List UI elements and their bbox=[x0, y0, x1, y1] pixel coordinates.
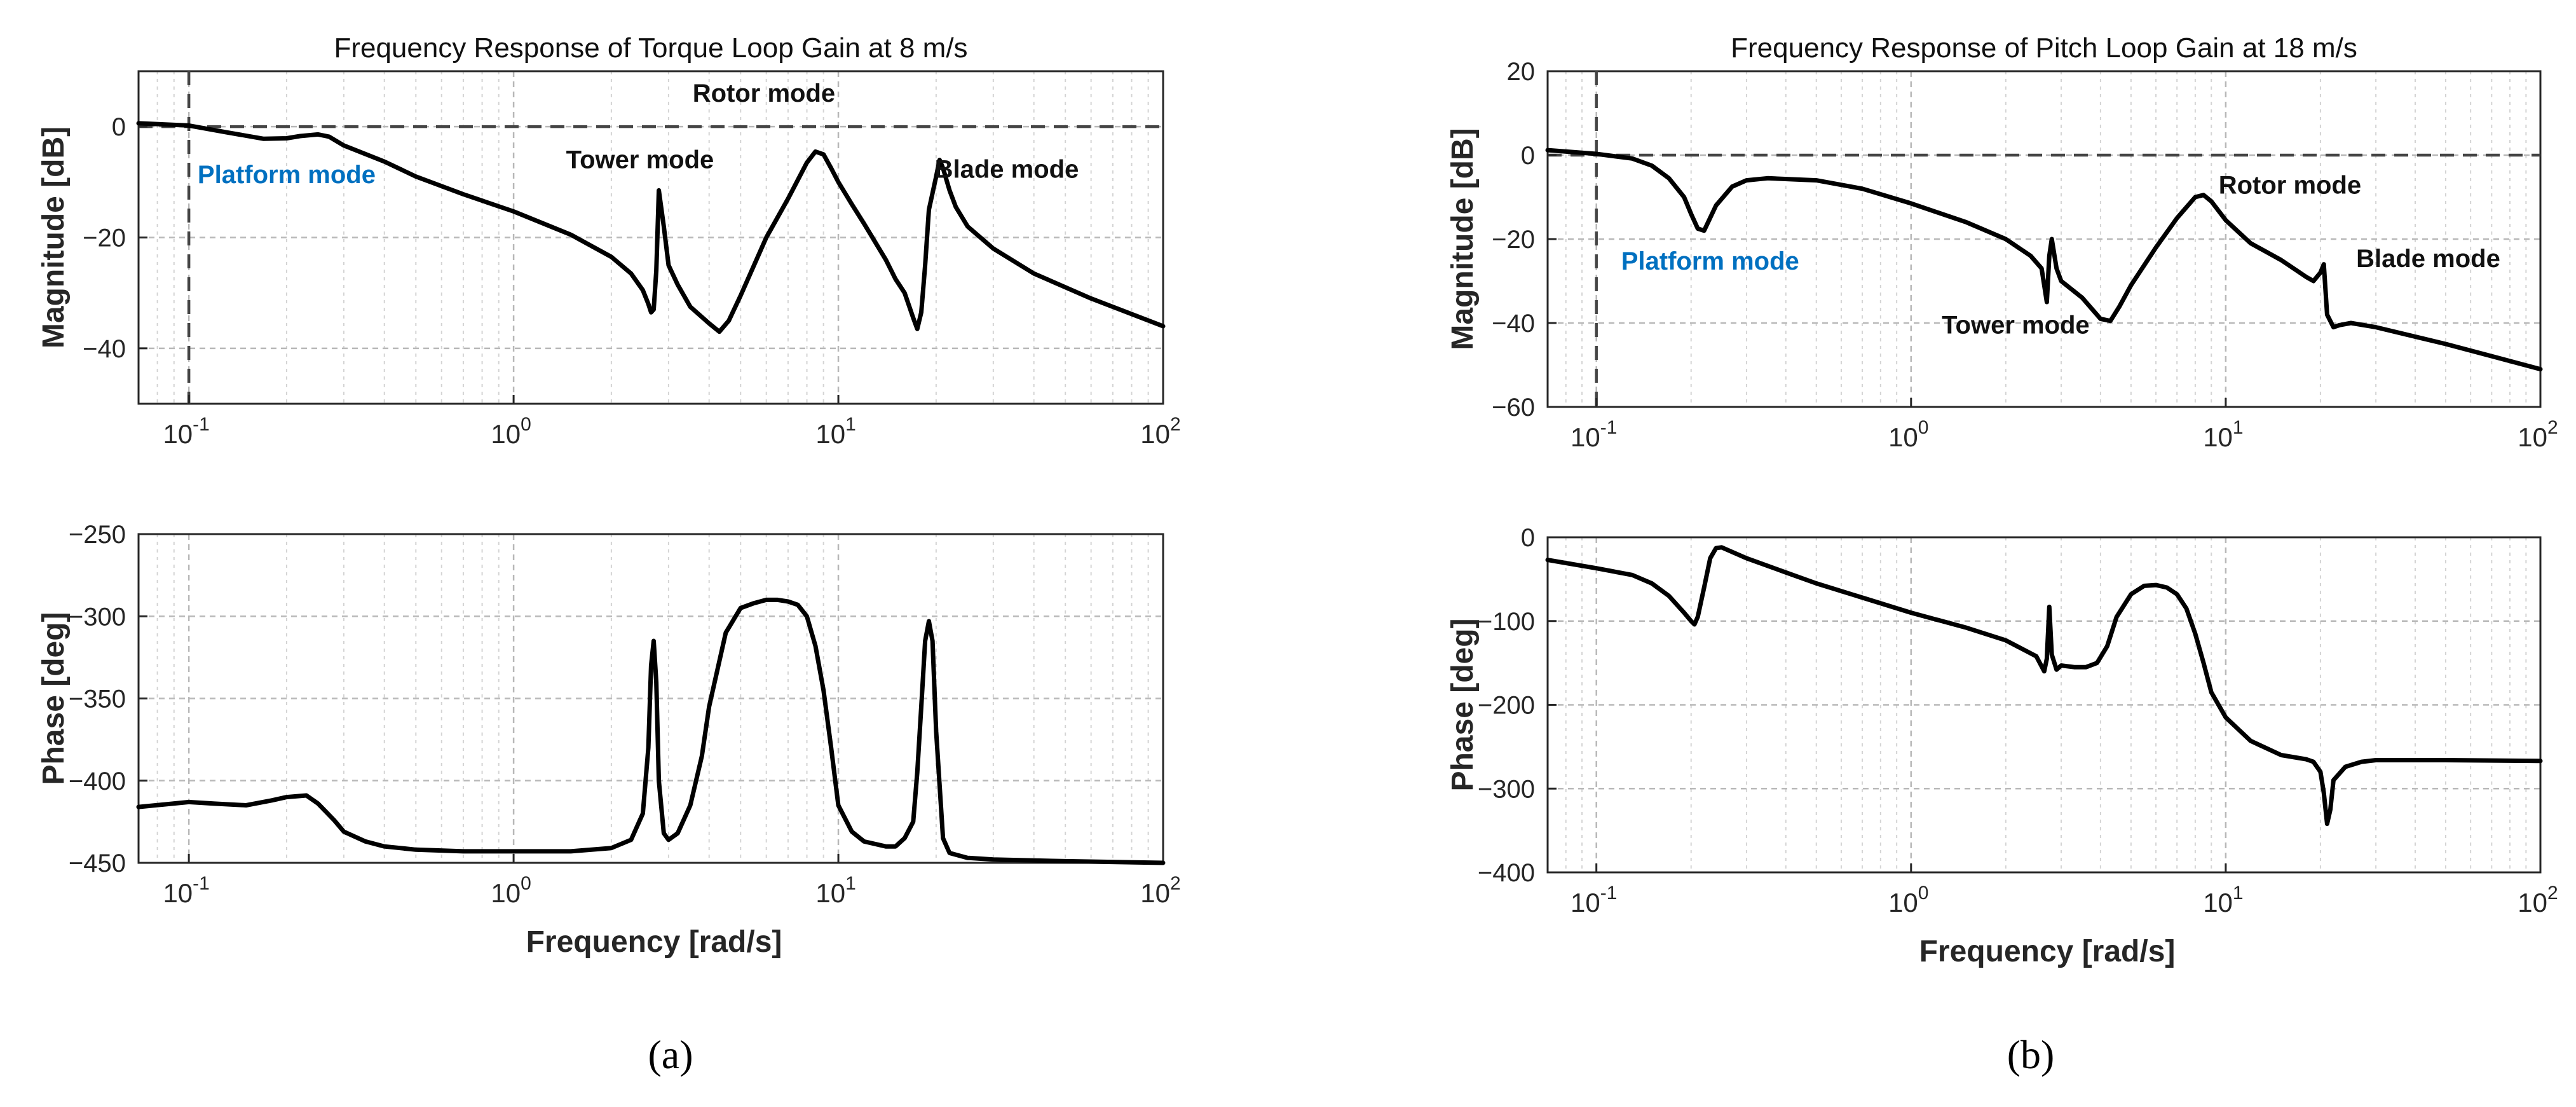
y-tick-label: −40 bbox=[83, 335, 126, 363]
x-tick-exponent: -1 bbox=[1600, 883, 1618, 904]
x-tick-base: 10 bbox=[1888, 422, 1918, 452]
panel-b-magnitude-title: Frequency Response of Pitch Loop Gain at… bbox=[1731, 32, 2357, 64]
x-tick-base: 10 bbox=[2518, 422, 2547, 452]
x-tick-exponent: 2 bbox=[2547, 883, 2558, 904]
x-tick-exponent: 2 bbox=[1170, 873, 1181, 894]
x-tick-exponent: 0 bbox=[1918, 883, 1929, 904]
x-tick-exponent: 1 bbox=[845, 414, 856, 435]
x-tick-exponent: 1 bbox=[2233, 417, 2244, 438]
x-tick-base: 10 bbox=[1140, 878, 1170, 908]
x-tick-exponent: -1 bbox=[193, 414, 210, 435]
panel-b-phase-response-curve bbox=[1545, 545, 2543, 827]
x-tick-label: 10-1 bbox=[163, 414, 209, 449]
panel-b-magnitude-grid bbox=[1548, 71, 2540, 407]
x-tick-label: 101 bbox=[2203, 883, 2243, 918]
panel-a-magnitude-response-curve bbox=[136, 121, 1166, 334]
panel-caption-a: (a) bbox=[648, 1032, 693, 1077]
x-tick-base: 10 bbox=[1140, 419, 1170, 449]
y-tick-label: −20 bbox=[83, 224, 126, 252]
panel-a-magnitude-annotation-blade-mode: Blade mode bbox=[935, 155, 1079, 183]
panel-caption-b: (b) bbox=[2007, 1032, 2055, 1077]
x-tick-base: 10 bbox=[2203, 422, 2233, 452]
y-tick-label: −40 bbox=[1492, 310, 1535, 338]
x-tick-base: 10 bbox=[2203, 888, 2233, 918]
x-tick-base: 10 bbox=[1571, 422, 1600, 452]
x-tick-label: 101 bbox=[815, 414, 855, 449]
y-tick-label: −400 bbox=[69, 767, 126, 795]
panel-a-magnitude-annotation-tower-mode: Tower mode bbox=[566, 146, 714, 174]
panel-b-phase-y-axis-label: Phase [deg] bbox=[1446, 618, 1480, 791]
panel-a-phase-response-curve bbox=[136, 597, 1166, 865]
y-tick-label: −100 bbox=[1478, 608, 1535, 636]
x-tick-exponent: 2 bbox=[1170, 414, 1181, 435]
x-tick-base: 10 bbox=[815, 878, 845, 908]
x-tick-base: 10 bbox=[815, 419, 845, 449]
x-tick-exponent: 1 bbox=[2233, 883, 2244, 904]
y-tick-label: −60 bbox=[1492, 394, 1535, 422]
x-tick-exponent: 0 bbox=[521, 873, 531, 894]
x-tick-label: 10-1 bbox=[1571, 883, 1617, 918]
x-tick-label: 100 bbox=[491, 414, 531, 449]
x-tick-base: 10 bbox=[1571, 888, 1600, 918]
x-tick-label: 102 bbox=[2518, 417, 2558, 452]
panel-b-magnitude-annotation-blade-mode: Blade mode bbox=[2356, 245, 2500, 273]
x-tick-base: 10 bbox=[163, 419, 193, 449]
panel-b-magnitude-y-axis-label: Magnitude [dB] bbox=[1446, 128, 1480, 350]
panel-a-magnitude-annotation-rotor-mode: Rotor mode bbox=[693, 79, 835, 107]
panel-b-phase-x-axis-label: Frequency [rad/s] bbox=[1919, 935, 2176, 968]
x-tick-base: 10 bbox=[491, 878, 521, 908]
x-tick-base: 10 bbox=[491, 419, 521, 449]
panel-b-phase-grid bbox=[1548, 537, 2540, 872]
y-tick-label: 0 bbox=[112, 113, 126, 141]
x-tick-base: 10 bbox=[163, 878, 193, 908]
x-tick-base: 10 bbox=[1888, 888, 1918, 918]
panel-b-magnitude-annotation-tower-mode: Tower mode bbox=[1942, 312, 2090, 340]
x-tick-exponent: 0 bbox=[1918, 417, 1929, 438]
panel-a-magnitude-annotation-platform-mode: Platform mode bbox=[198, 161, 376, 189]
y-tick-label: 20 bbox=[1507, 58, 1536, 86]
y-tick-label: −300 bbox=[1478, 775, 1535, 803]
x-tick-exponent: 1 bbox=[845, 873, 856, 894]
y-tick-label: 0 bbox=[1521, 524, 1535, 552]
x-tick-label: 10-1 bbox=[163, 873, 209, 908]
x-tick-label: 102 bbox=[1140, 873, 1180, 908]
panel-a-magnitude-y-axis-label: Magnitude [dB] bbox=[37, 127, 71, 348]
x-tick-label: 100 bbox=[1888, 883, 1928, 918]
x-tick-label: 100 bbox=[1888, 417, 1928, 452]
x-tick-exponent: 0 bbox=[521, 414, 531, 435]
y-tick-label: −400 bbox=[1478, 859, 1535, 887]
y-tick-label: 0 bbox=[1521, 142, 1535, 170]
y-tick-label: −300 bbox=[69, 603, 126, 631]
panel-b-magnitude-axes-box bbox=[1546, 70, 2542, 408]
y-tick-label: −450 bbox=[69, 849, 126, 877]
panel-a-phase-y-axis-label: Phase [deg] bbox=[37, 612, 71, 785]
x-tick-label: 101 bbox=[815, 873, 855, 908]
y-tick-label: −250 bbox=[69, 521, 126, 549]
panel-b-magnitude-response-curve bbox=[1545, 148, 2543, 372]
panel-a-phase-x-axis-label: Frequency [rad/s] bbox=[526, 925, 782, 959]
panel-b-phase-axes-box bbox=[1546, 536, 2542, 874]
y-tick-label: −350 bbox=[69, 685, 126, 713]
panel-b-magnitude-annotation-rotor-mode: Rotor mode bbox=[2219, 172, 2361, 200]
x-tick-exponent: -1 bbox=[1600, 417, 1618, 438]
x-tick-label: 102 bbox=[2518, 883, 2558, 918]
y-tick-label: −200 bbox=[1478, 692, 1535, 720]
x-tick-exponent: -1 bbox=[193, 873, 210, 894]
x-tick-base: 10 bbox=[2518, 888, 2547, 918]
x-tick-exponent: 2 bbox=[2547, 417, 2558, 438]
panel-a-magnitude-grid bbox=[139, 71, 1163, 404]
y-tick-label: −20 bbox=[1492, 226, 1535, 254]
x-tick-label: 100 bbox=[491, 873, 531, 908]
x-tick-label: 102 bbox=[1140, 414, 1180, 449]
x-tick-label: 10-1 bbox=[1571, 417, 1617, 452]
panel-a-magnitude-title: Frequency Response of Torque Loop Gain a… bbox=[334, 32, 967, 64]
panel-b-magnitude-annotation-platform-mode: Platform mode bbox=[1621, 247, 1799, 275]
x-tick-label: 101 bbox=[2203, 417, 2243, 452]
